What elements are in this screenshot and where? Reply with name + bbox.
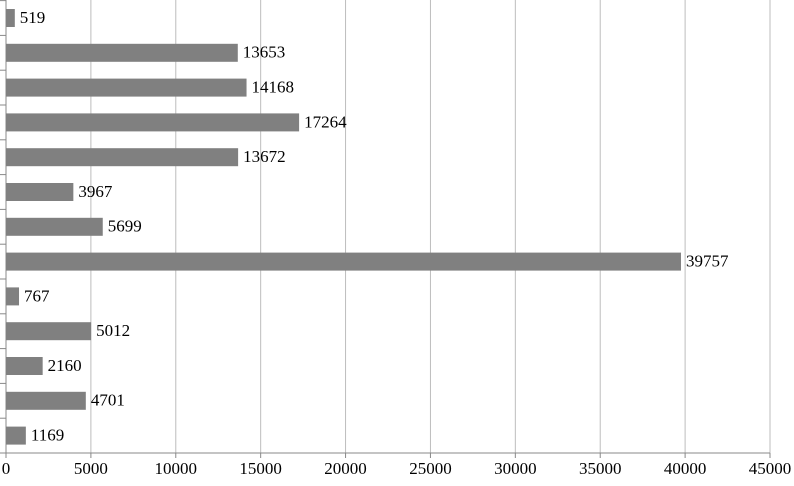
data-label: 767 (24, 286, 50, 305)
bar (6, 148, 239, 167)
data-label: 2160 (48, 356, 82, 375)
x-tick-label: 0 (2, 459, 11, 478)
data-label: 519 (20, 8, 46, 27)
bar (6, 9, 15, 27)
data-label: 14168 (252, 78, 294, 97)
x-tick-label: 20000 (324, 459, 367, 478)
bar (6, 391, 86, 410)
data-label: 13653 (243, 43, 286, 62)
x-tick-label: 30000 (494, 459, 537, 478)
x-tick-label: 5000 (74, 459, 108, 478)
bar (6, 252, 681, 271)
bar (6, 426, 26, 445)
bar (6, 183, 74, 201)
data-label: 5012 (96, 321, 130, 340)
x-tick-label: 40000 (664, 459, 707, 478)
bar (6, 43, 238, 62)
bar (6, 287, 20, 306)
bar (6, 357, 43, 375)
bar (6, 217, 103, 236)
data-label: 39757 (686, 252, 729, 271)
bar (6, 78, 247, 97)
bar (6, 322, 92, 341)
x-tick-label: 35000 (579, 459, 622, 478)
x-tick-label: 15000 (239, 459, 282, 478)
data-label: 13672 (243, 147, 286, 166)
data-label: 1169 (31, 426, 64, 445)
data-label: 5699 (108, 217, 142, 236)
x-tick-label: 45000 (749, 459, 792, 478)
bar (6, 113, 300, 132)
data-label: 4701 (91, 391, 125, 410)
data-label: 3967 (78, 182, 113, 201)
x-tick-label: 10000 (155, 459, 198, 478)
data-label: 17264 (304, 112, 347, 131)
x-tick-label: 25000 (409, 459, 452, 478)
